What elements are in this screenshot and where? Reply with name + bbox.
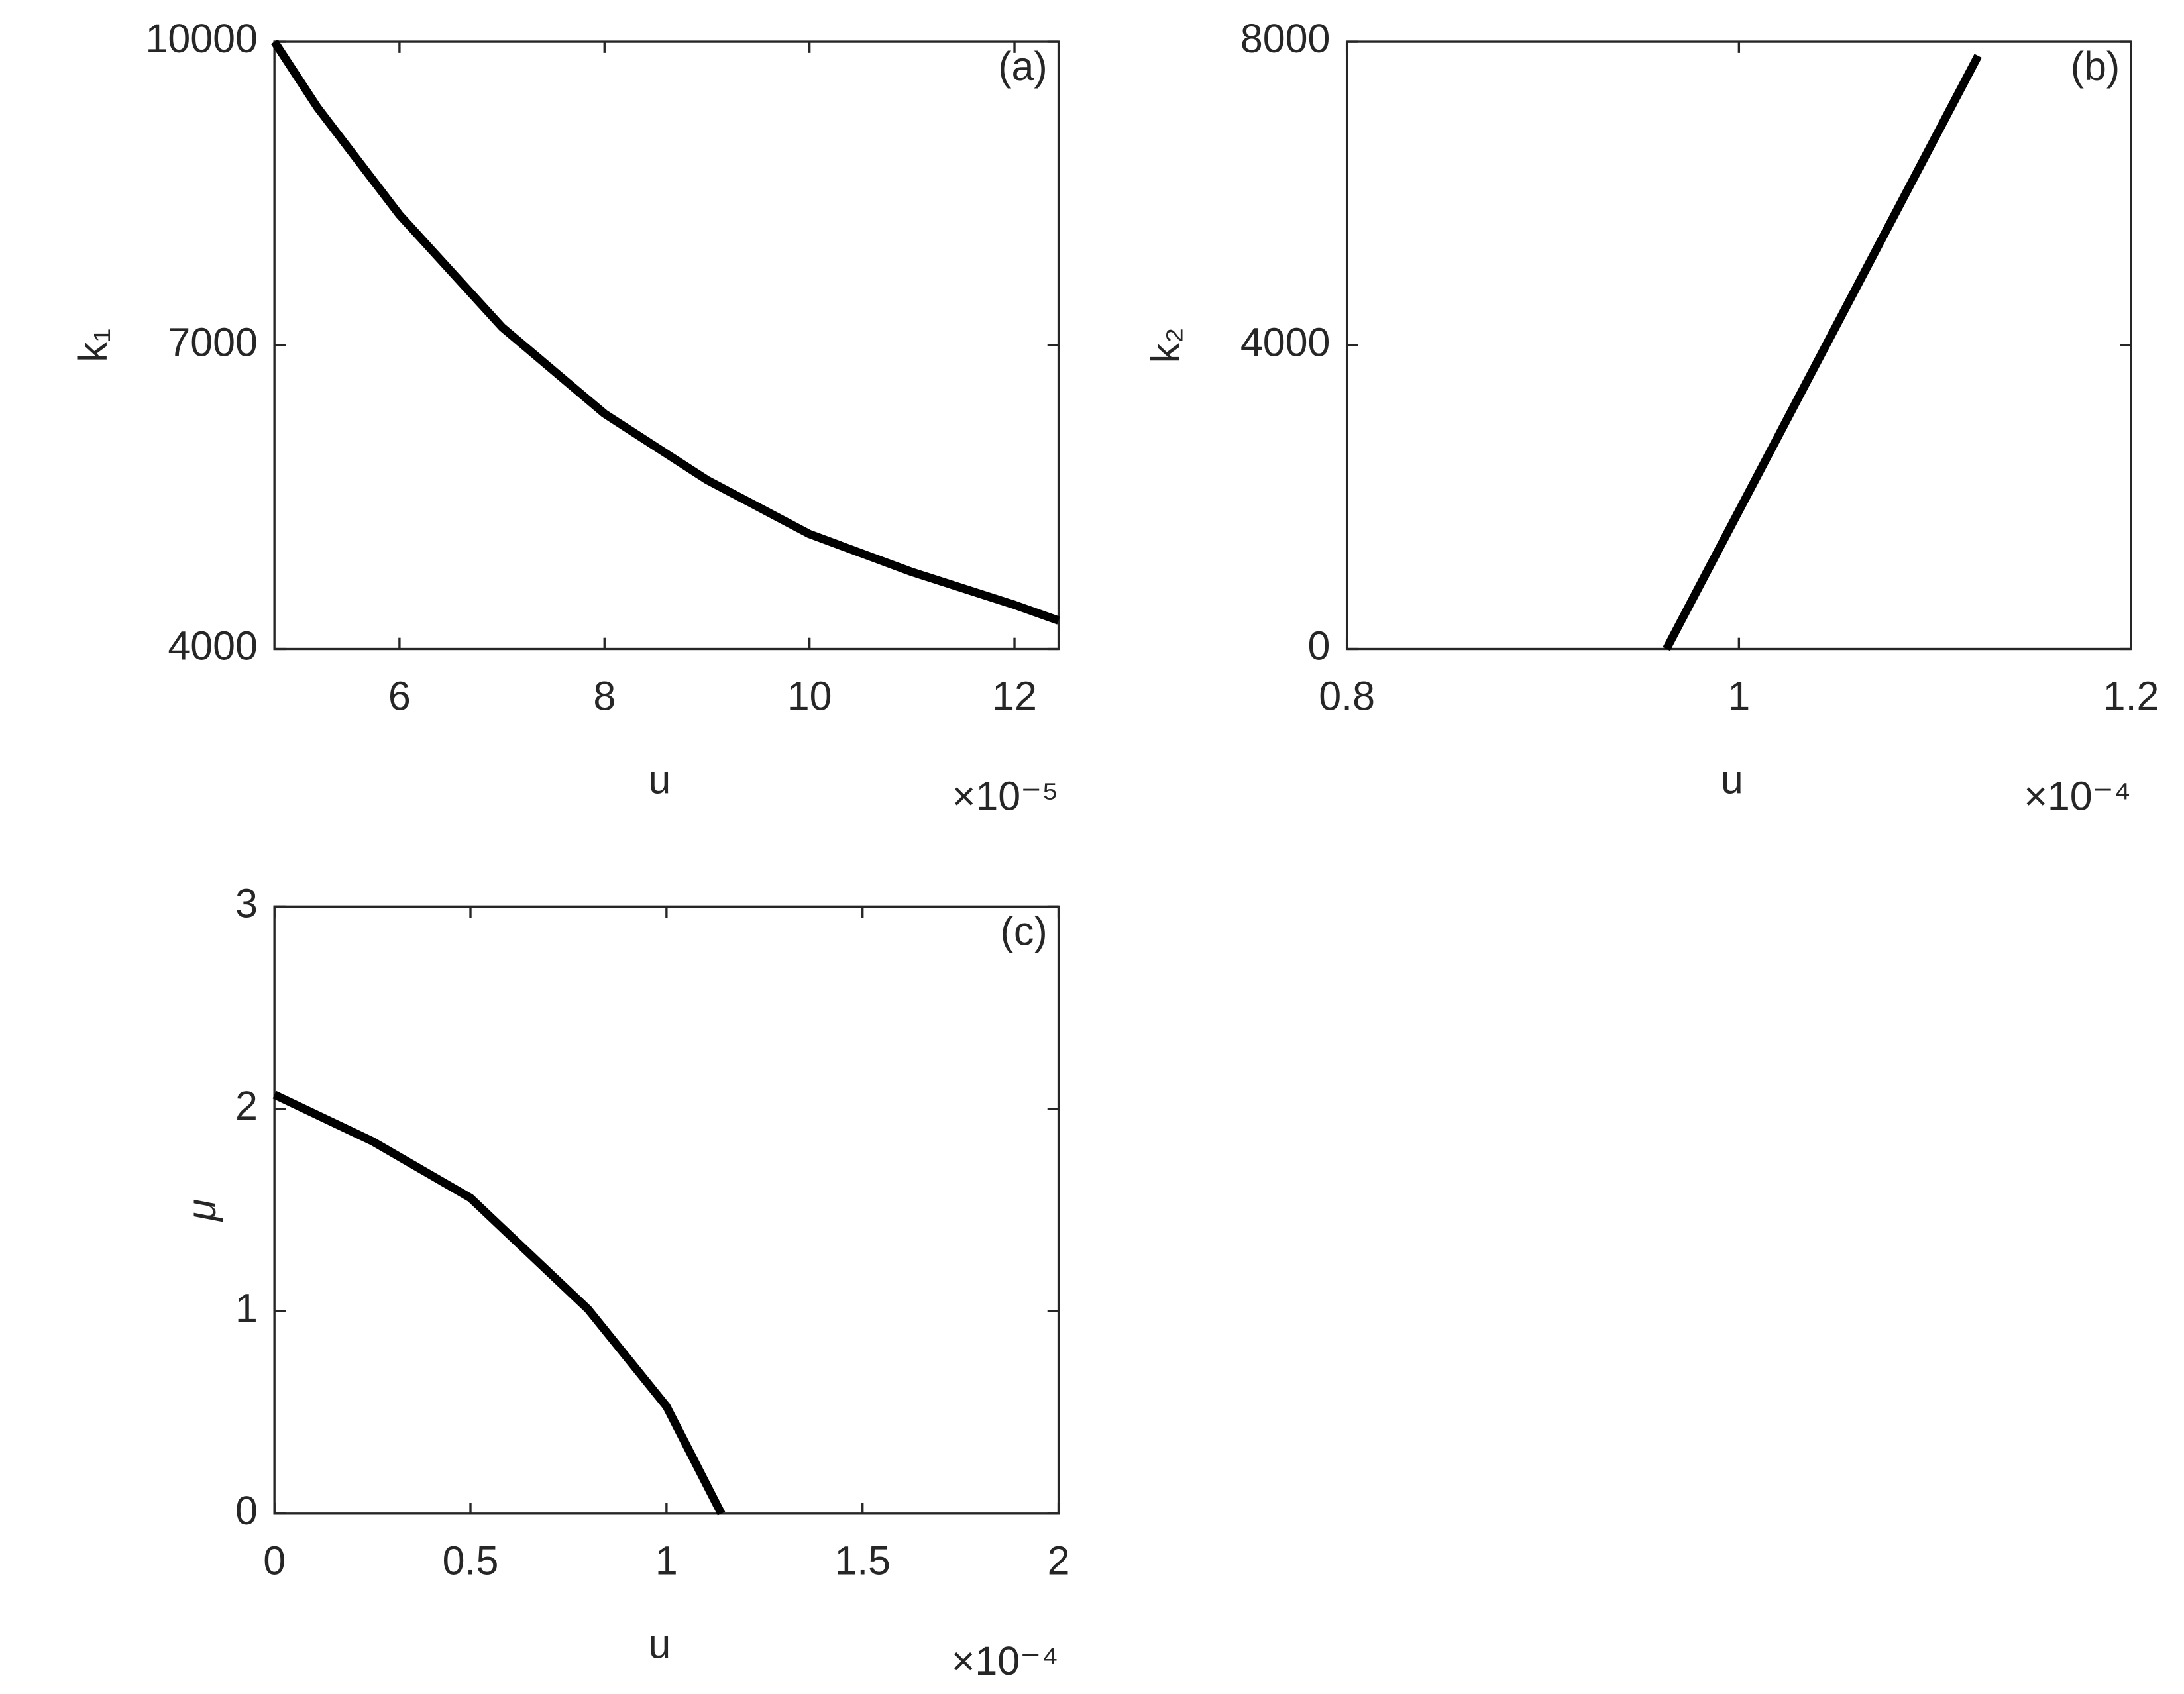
y-tick-label: 0: [1308, 623, 1331, 668]
x-tick-label: 10: [787, 673, 832, 718]
x-axis-label: u: [648, 1622, 671, 1667]
y-tick-label: 3: [235, 880, 258, 926]
x-multiplier: ×10⁻⁴: [952, 1638, 1059, 1683]
x-tick-label: 1.5: [834, 1538, 891, 1583]
x-tick-label: 0.5: [443, 1538, 499, 1583]
y-tick-label: 1: [235, 1285, 258, 1330]
x-tick-label: 8: [593, 673, 616, 718]
x-tick-label: 12: [992, 673, 1037, 718]
x-tick-label: 1: [1727, 673, 1750, 718]
y-axis-label: k₁: [70, 329, 115, 362]
y-axis-label: μ: [179, 1199, 224, 1222]
axes-frame: [273, 905, 1060, 1515]
panel-label: (c): [1001, 908, 1048, 953]
axes-frame: [273, 40, 1060, 651]
data-line: [272, 1090, 726, 1516]
axes-frame: [1345, 40, 2132, 651]
x-multiplier: ×10⁻⁵: [952, 774, 1059, 819]
x-tick-label: 1.2: [2103, 673, 2159, 718]
x-tick-label: 0.8: [1319, 673, 1375, 718]
x-tick-label: 2: [1048, 1538, 1070, 1583]
y-axis-label: k₂: [1143, 327, 1188, 363]
x-axis-label: u: [648, 757, 671, 802]
y-tick-label: 0: [235, 1488, 258, 1533]
x-tick-label: 6: [388, 673, 411, 718]
x-tick-label: 0: [263, 1538, 286, 1583]
x-tick-label: 1: [655, 1538, 678, 1583]
panel-label: (b): [2071, 44, 2120, 89]
data-line: [1663, 54, 1982, 651]
x-axis-label: u: [1721, 757, 1743, 802]
y-tick-label: 2: [235, 1083, 258, 1128]
y-tick-label: 8000: [1240, 16, 1331, 61]
y-tick-label: 7000: [168, 319, 258, 364]
data-line: [270, 39, 1060, 625]
x-multiplier: ×10⁻⁴: [2024, 774, 2131, 819]
y-tick-label: 10000: [145, 16, 257, 61]
y-tick-label: 4000: [168, 623, 258, 668]
panel-label: (a): [998, 44, 1047, 89]
y-tick-label: 4000: [1240, 319, 1331, 364]
